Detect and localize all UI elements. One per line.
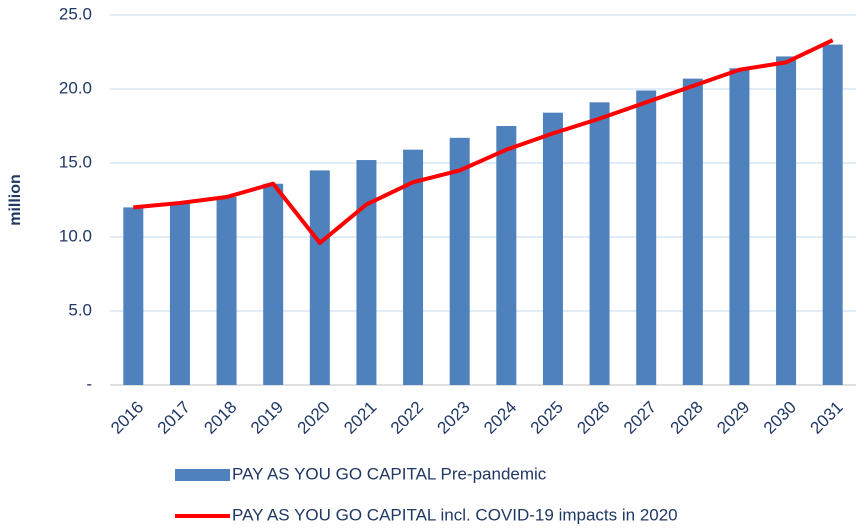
bar xyxy=(123,207,144,385)
x-tick-label: 2019 xyxy=(247,398,287,438)
y-tick-label: 10.0 xyxy=(59,226,92,245)
x-tick-label: 2017 xyxy=(154,398,194,438)
x-tick-label: 2031 xyxy=(807,398,847,438)
bar xyxy=(542,112,563,386)
x-tick-label: 2029 xyxy=(713,398,753,438)
bar xyxy=(589,102,610,385)
x-tick-label: 2030 xyxy=(760,398,800,438)
x-tick-label: 2026 xyxy=(573,398,613,438)
y-tick-label: 25.0 xyxy=(59,4,92,23)
y-axis-label: million xyxy=(7,174,24,226)
bar xyxy=(729,68,750,385)
legend-label: PAY AS YOU GO CAPITAL incl. COVID-19 imp… xyxy=(232,505,678,524)
bar xyxy=(636,90,657,385)
bar xyxy=(263,183,284,385)
bar xyxy=(169,202,190,385)
y-tick-label: - xyxy=(86,374,92,393)
x-tick-label: 2018 xyxy=(200,398,240,438)
bar xyxy=(216,197,237,385)
bar xyxy=(309,170,330,385)
x-tick-label: 2022 xyxy=(387,398,427,438)
bar xyxy=(496,126,517,385)
x-tick-label: 2028 xyxy=(667,398,707,438)
bar xyxy=(403,149,424,385)
y-tick-label: 5.0 xyxy=(68,300,92,319)
y-tick-label: 20.0 xyxy=(59,78,92,97)
x-tick-label: 2027 xyxy=(620,398,660,438)
x-tick-label: 2021 xyxy=(340,398,380,438)
x-tick-label: 2023 xyxy=(434,398,474,438)
legend-label: PAY AS YOU GO CAPITAL Pre-pandemic xyxy=(232,464,547,483)
x-tick-label: 2024 xyxy=(480,398,520,438)
bar xyxy=(822,44,843,385)
x-tick-label: 2020 xyxy=(294,398,334,438)
legend-swatch xyxy=(175,469,230,481)
bar xyxy=(682,78,703,385)
x-tick-label: 2016 xyxy=(107,398,147,438)
bar xyxy=(356,160,377,385)
x-tick-label: 2025 xyxy=(527,398,567,438)
bar xyxy=(776,56,797,385)
y-tick-label: 15.0 xyxy=(59,152,92,171)
bar xyxy=(449,137,470,385)
line xyxy=(133,38,834,245)
